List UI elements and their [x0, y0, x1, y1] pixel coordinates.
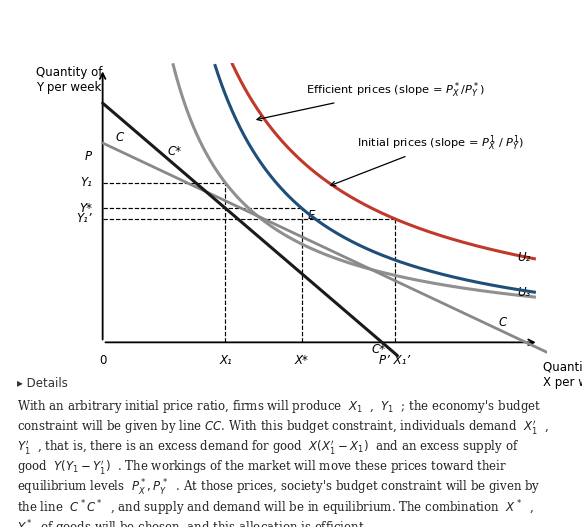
- Text: Y₁’: Y₁’: [76, 212, 92, 225]
- Text: Y*: Y*: [79, 202, 92, 214]
- Text: With an arbitrary initial price ratio, firms will produce  $\mathit{X}_1$  ,  $\: With an arbitrary initial price ratio, f…: [17, 398, 542, 415]
- Text: equilibrium levels  $\mathit{P}_X^*,\mathit{P}_Y^*$  . At those prices, society': equilibrium levels $\mathit{P}_X^*,\math…: [17, 478, 541, 498]
- Text: ▸ Details: ▸ Details: [17, 377, 68, 390]
- Text: constraint will be given by line $\mathit{CC}$. With this budget constraint, ind: constraint will be given by line $\mathi…: [17, 418, 549, 436]
- Text: How Perfectly Competitive Prices Bring about Efficiency: How Perfectly Competitive Prices Bring a…: [89, 19, 494, 34]
- Text: 0: 0: [99, 354, 107, 367]
- Text: P’ X₁’: P’ X₁’: [379, 354, 410, 367]
- Text: X*: X*: [294, 354, 308, 367]
- Text: the line  $\mathit{C}^*\mathit{C}^*$  , and supply and demand will be in equilib: the line $\mathit{C}^*\mathit{C}^*$ , an…: [17, 498, 535, 518]
- Text: Figure  11.3: Figure 11.3: [10, 19, 105, 34]
- Text: good  $\mathit{Y}(\mathit{Y}_1 - \mathit{Y}_1')$  . The workings of the market w: good $\mathit{Y}(\mathit{Y}_1 - \mathit{…: [17, 458, 508, 476]
- Text: $\mathit{Y}_1'$  , that is, there is an excess demand for good  $\mathit{X}(\mat: $\mathit{Y}_1'$ , that is, there is an e…: [17, 438, 520, 456]
- Text: C*: C*: [168, 145, 182, 158]
- Text: E: E: [308, 209, 315, 222]
- Text: $\mathit{Y}^*$  of goods will be chosen, and this allocation is efficient.: $\mathit{Y}^*$ of goods will be chosen, …: [17, 518, 368, 527]
- Text: U₂: U₂: [517, 251, 531, 264]
- Text: C*: C*: [371, 343, 385, 356]
- Text: Efficient prices (slope = $P_X^*$/$P_Y^*$): Efficient prices (slope = $P_X^*$/$P_Y^*…: [257, 80, 484, 121]
- Text: Quantity of
Y per week: Quantity of Y per week: [36, 66, 102, 94]
- Text: P: P: [85, 150, 92, 163]
- Text: C: C: [115, 131, 124, 144]
- Text: Initial prices (slope = $P_X^1$ / $P_Y^1$): Initial prices (slope = $P_X^1$ / $P_Y^1…: [331, 133, 524, 186]
- Text: C: C: [498, 316, 507, 329]
- Text: U₃: U₃: [517, 286, 531, 298]
- Text: X₁: X₁: [219, 354, 232, 367]
- Text: Quantity of
X per week: Quantity of X per week: [543, 361, 582, 389]
- Text: Y₁: Y₁: [80, 177, 92, 189]
